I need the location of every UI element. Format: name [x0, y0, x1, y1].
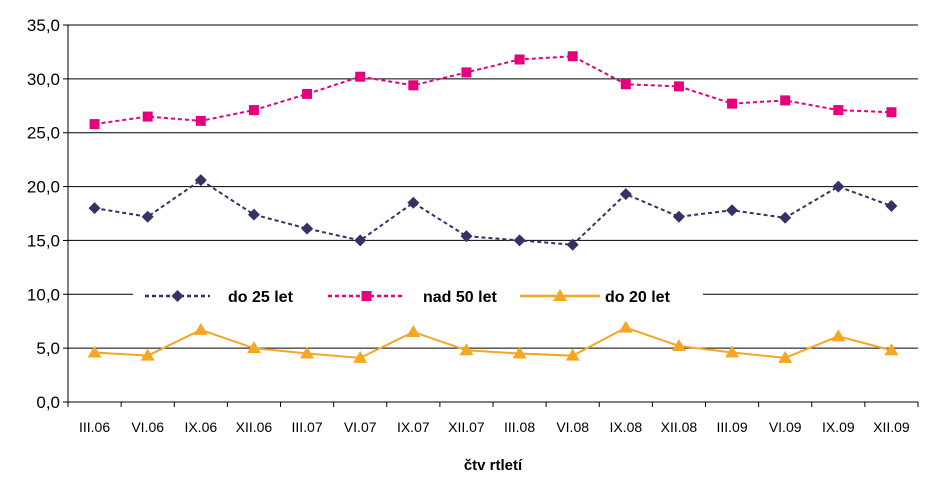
data-point: [89, 119, 100, 130]
y-tick-label: 25,0: [27, 124, 60, 143]
data-point: [300, 346, 315, 359]
data-point: [195, 115, 206, 126]
data-point: [355, 71, 366, 82]
data-point: [565, 348, 580, 361]
data-point: [194, 174, 207, 187]
data-point: [886, 107, 897, 118]
x-tick-label: IX.07: [397, 419, 430, 435]
x-tick-label: XII.07: [448, 419, 485, 435]
data-point: [567, 51, 578, 62]
data-point: [672, 210, 685, 223]
x-tick-label: VI.09: [769, 419, 802, 435]
x-axis-title: čtv rtletí: [464, 457, 523, 474]
series: [88, 174, 898, 251]
data-point: [566, 238, 579, 251]
y-tick-label: 0,0: [36, 393, 60, 412]
data-point: [408, 80, 419, 91]
data-point: [248, 105, 259, 116]
data-point: [353, 350, 368, 363]
data-point: [193, 322, 208, 335]
data-point: [833, 105, 844, 116]
data-point: [884, 343, 899, 356]
data-point: [831, 329, 846, 342]
data-point: [140, 348, 155, 361]
x-tick-label: XII.06: [236, 419, 273, 435]
legend-marker: [171, 290, 184, 302]
data-point: [247, 208, 260, 221]
x-tick-label: III.08: [504, 419, 535, 435]
x-tick-label: III.09: [716, 419, 747, 435]
data-point: [301, 222, 314, 235]
axes: 0,0 5,0 10,0 15,0 20,0 25,0 30,0 35,0 III.06 VI.0…: [27, 16, 919, 435]
data-point: [87, 345, 102, 358]
legend-label: nad 50 let: [423, 289, 497, 306]
x-tick-label: IX.09: [822, 419, 855, 435]
data-point: [727, 98, 738, 109]
series-group: [87, 51, 899, 363]
data-point: [459, 343, 474, 356]
x-tick-label: VI.07: [344, 419, 377, 435]
data-point: [725, 345, 740, 358]
data-point: [620, 79, 631, 90]
x-tick-label: III.07: [291, 419, 322, 435]
data-point: [354, 234, 367, 247]
data-point: [512, 346, 527, 359]
data-point: [832, 180, 845, 193]
x-tick-label: IX.06: [184, 419, 217, 435]
legend-marker: [553, 289, 567, 301]
x-tick-label: VI.08: [556, 419, 589, 435]
data-point: [513, 234, 526, 247]
legend-background: [133, 282, 703, 308]
y-tick-label: 5,0: [36, 339, 60, 358]
data-point: [726, 204, 739, 217]
series: [87, 320, 899, 363]
data-point: [514, 54, 525, 65]
legend: do 25 let nad 50 let do 20 let: [133, 282, 703, 308]
series-line: [94, 178, 892, 246]
y-tick-label: 10,0: [27, 285, 60, 304]
data-point: [246, 341, 261, 354]
x-tick-label: VI.06: [131, 419, 164, 435]
data-point: [779, 211, 792, 224]
x-tick-label: XII.08: [661, 419, 698, 435]
data-point: [671, 338, 686, 351]
legend-marker: [361, 291, 372, 301]
data-point: [88, 202, 101, 215]
data-point: [673, 81, 684, 92]
data-point: [618, 320, 633, 333]
data-point: [619, 188, 632, 201]
series-line: [94, 55, 892, 126]
data-point: [407, 196, 420, 209]
data-point: [461, 67, 472, 78]
data-point: [142, 111, 153, 122]
y-tick-label: 20,0: [27, 178, 60, 197]
data-point: [302, 88, 313, 99]
y-tick-label: 30,0: [27, 70, 60, 89]
legend-label: do 20 let: [605, 289, 671, 306]
legend-label: do 25 let: [228, 289, 294, 306]
data-point: [885, 199, 898, 212]
y-tick-label: 35,0: [27, 16, 60, 35]
data-point: [778, 350, 793, 363]
data-point: [780, 95, 791, 106]
series-line: [94, 326, 892, 359]
data-point: [406, 324, 421, 337]
x-tick-label: XII.09: [873, 419, 910, 435]
data-point: [141, 210, 154, 223]
data-point: [460, 230, 473, 243]
x-tick-label: IX.08: [609, 419, 642, 435]
x-tick-label: III.06: [79, 419, 110, 435]
series: [89, 51, 897, 130]
y-tick-label: 15,0: [27, 231, 60, 250]
